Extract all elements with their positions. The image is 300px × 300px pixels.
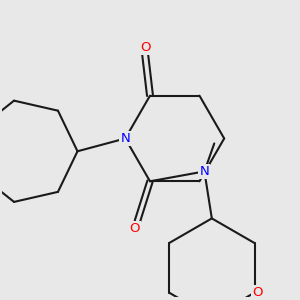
Text: O: O xyxy=(130,222,140,235)
Text: O: O xyxy=(252,286,262,299)
Text: N: N xyxy=(200,165,209,178)
Text: O: O xyxy=(140,41,150,54)
Text: N: N xyxy=(120,132,130,145)
